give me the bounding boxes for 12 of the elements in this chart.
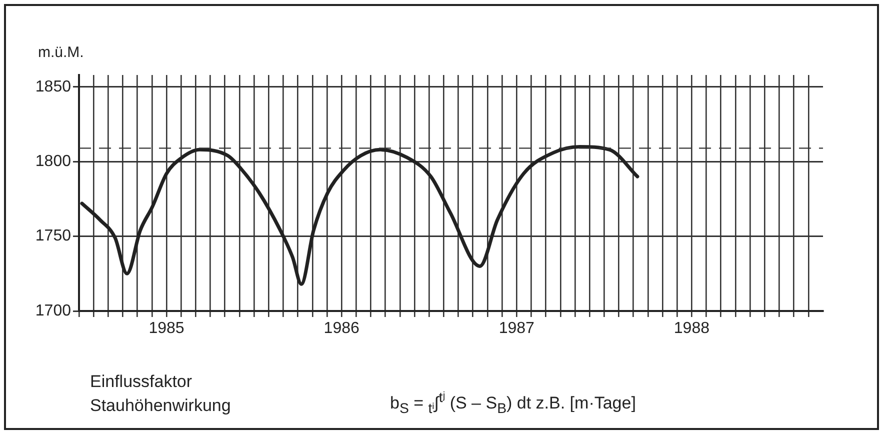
- x-tick-label: 1987: [498, 320, 535, 338]
- y-axis-title: m.ü.M.: [38, 44, 84, 61]
- y-tick-label: 1700: [35, 302, 72, 320]
- x-tick-label: 1986: [324, 320, 360, 338]
- x-tick-label: 1988: [674, 320, 710, 338]
- y-tick-label: 1850: [35, 78, 72, 96]
- x-tick-label: 1985: [148, 320, 184, 338]
- y-tick-label: 1750: [35, 228, 72, 245]
- text: b$_{S}$ = $_{tⁱ}$∫$^{tʲ}$ (S – S$_{B}$) dt z.B. [m·Tage]: [390, 390, 636, 418]
- text: Stauhöhenwirkung: [90, 396, 231, 416]
- text: Einflussfaktor: [90, 372, 192, 392]
- y-tick-label: 1800: [35, 153, 72, 170]
